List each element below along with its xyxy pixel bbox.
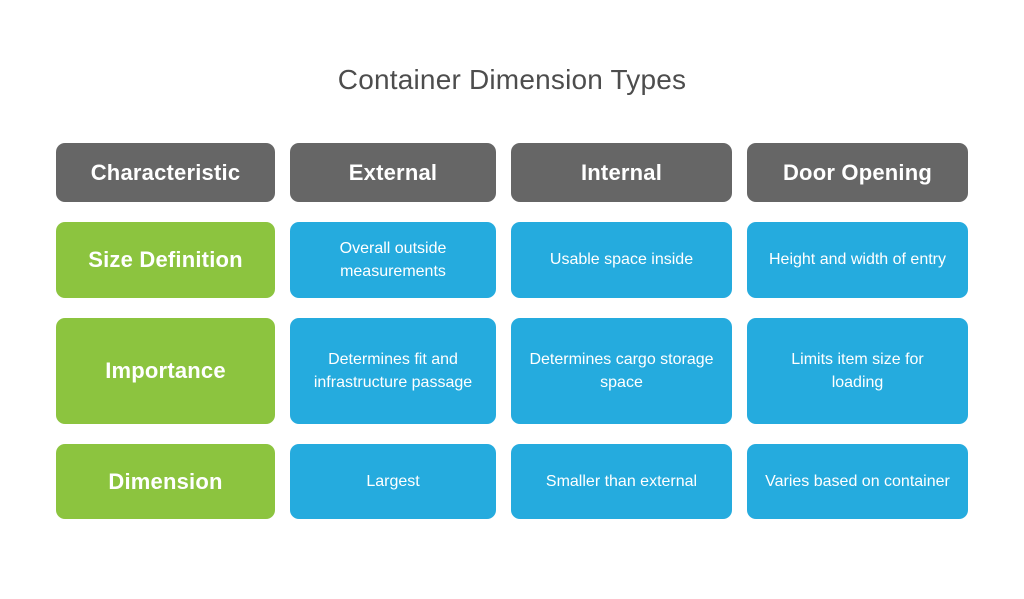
row-label-importance: Importance — [56, 318, 275, 424]
cell-size-definition-external: Overall outside measurements — [290, 222, 496, 298]
cell-dimension-external: Largest — [290, 444, 496, 519]
cell-importance-internal: Determines cargo storage space — [511, 318, 732, 424]
column-header-characteristic: Characteristic — [56, 143, 275, 202]
cell-dimension-internal: Smaller than external — [511, 444, 732, 519]
cell-dimension-door-opening: Varies based on container — [747, 444, 968, 519]
dimension-table: Characteristic External Internal Door Op… — [56, 143, 968, 519]
column-header-external: External — [290, 143, 496, 202]
column-header-internal: Internal — [511, 143, 732, 202]
cell-importance-door-opening: Limits item size for loading — [747, 318, 968, 424]
cell-importance-external: Determines fit and infrastructure passag… — [290, 318, 496, 424]
row-label-size-definition: Size Definition — [56, 222, 275, 298]
row-label-dimension: Dimension — [56, 444, 275, 519]
page-title: Container Dimension Types — [337, 64, 687, 95]
column-header-door-opening: Door Opening — [747, 143, 968, 202]
cell-size-definition-internal: Usable space inside — [511, 222, 732, 298]
cell-size-definition-door-opening: Height and width of entry — [747, 222, 968, 298]
